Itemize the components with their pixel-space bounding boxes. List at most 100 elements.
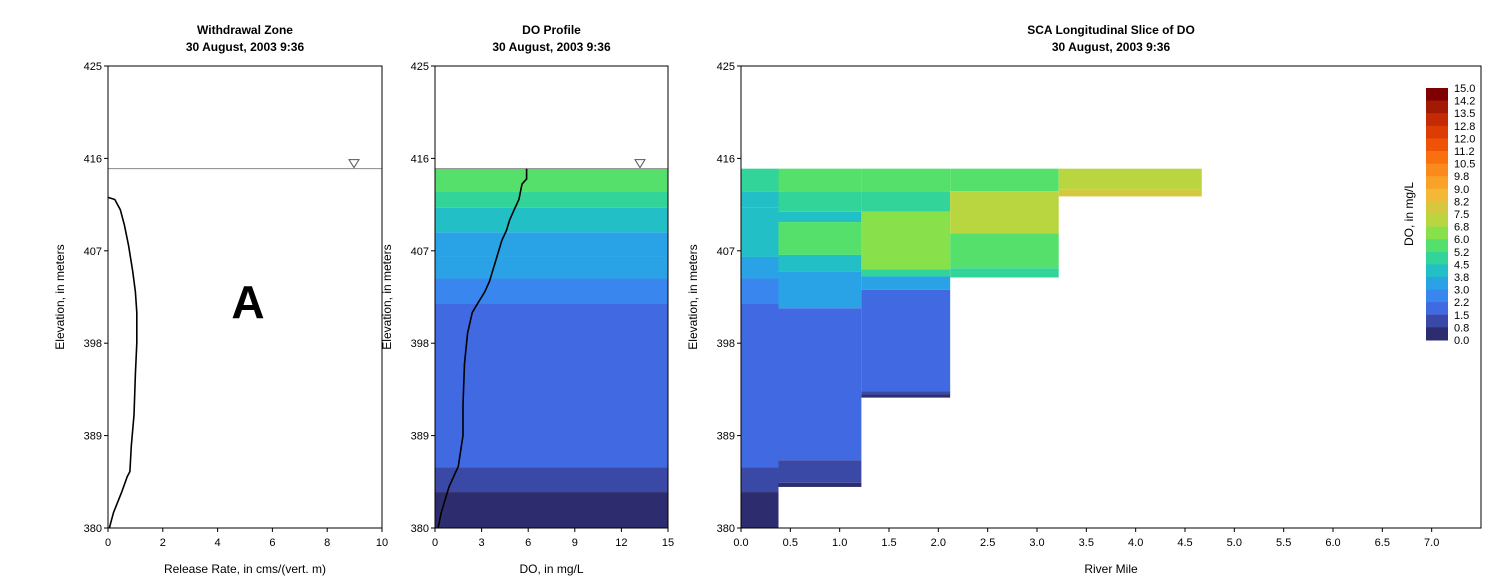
panel1-xlabel: Release Rate, in cms/(vert. m) (164, 562, 326, 576)
panel2-ytick-label: 407 (411, 246, 429, 258)
do-band (435, 232, 668, 257)
heatmap-cell (861, 168, 951, 192)
heatmap-cell (741, 303, 779, 468)
do-band (435, 168, 668, 192)
heatmap-cell (950, 268, 1059, 278)
panel1-ytick-label: 407 (84, 246, 102, 258)
heatmap-cell (861, 211, 951, 270)
do-band (435, 303, 668, 468)
panel3-xlabel: River Mile (1084, 562, 1138, 576)
panel3-xtick-label: 1.5 (881, 537, 896, 549)
heatmap-cell (861, 394, 951, 398)
heatmap-cell (741, 278, 779, 304)
panel3-xtick-label: 1.0 (832, 537, 847, 549)
heatmap-cell (1058, 189, 1202, 197)
panel3-xtick-label: 6.5 (1375, 537, 1390, 549)
panel2-title-line1: DO Profile (522, 23, 581, 37)
panel3-xtick-label: 4.0 (1128, 537, 1143, 549)
heatmap-cell (778, 482, 862, 487)
heatmap-cell (778, 308, 862, 461)
panel3-ytick-label: 425 (717, 61, 735, 73)
panel2-ytick-label: 398 (411, 338, 429, 350)
panel2-xtick-label: 6 (525, 537, 531, 549)
panel2-xtick-label: 0 (432, 537, 438, 549)
panel2-xtick-label: 3 (479, 537, 485, 549)
panel2-ytick-label: 425 (411, 61, 429, 73)
heatmap-cell (1058, 168, 1202, 190)
panel3-xtick-label: 5.0 (1227, 537, 1242, 549)
panel3-xtick-label: 6.0 (1325, 537, 1340, 549)
heatmap-cell (861, 191, 951, 212)
panel3-ytick-label: 380 (717, 523, 735, 535)
panel1-title-line2: 30 August, 2003 9:36 (185, 40, 305, 54)
heatmap-cell (950, 191, 1059, 234)
heatmap-cell (741, 207, 779, 257)
colorbar-tick-label: 12.8 (1454, 121, 1475, 133)
colorbar-tick-label: 6.0 (1454, 234, 1469, 246)
panel1-title-line1: Withdrawal Zone (197, 23, 293, 37)
panel2-xtick-label: 12 (615, 537, 627, 549)
panel1-xtick-label: 2 (160, 537, 166, 549)
panel3-xtick-label: 3.5 (1079, 537, 1094, 549)
panel3-xtick-label: 2.5 (980, 537, 995, 549)
do-profile-line (437, 168, 528, 529)
colorbar-tick-label: 9.0 (1454, 184, 1469, 196)
panel3-xtick-label: 0.0 (733, 537, 748, 549)
water-surface-triangle-icon (348, 159, 360, 169)
panel3-ytick-label: 416 (717, 153, 735, 165)
colorbar-swatch (1426, 314, 1448, 328)
colorbar-tick-label: 6.8 (1454, 222, 1469, 234)
colorbar-tick-label: 9.8 (1454, 171, 1469, 183)
heatmap-cell (861, 391, 951, 395)
heatmap-cell (950, 233, 1059, 269)
panel3-xtick-label: 5.5 (1276, 537, 1291, 549)
panel3-xtick-label: 4.5 (1177, 537, 1192, 549)
panel1-ylabel: Elevation, in meters (53, 244, 67, 349)
heatmap-cell (778, 271, 862, 309)
colorbar-swatch (1426, 113, 1448, 127)
colorbar-swatch (1426, 226, 1448, 240)
panel1-ytick-label: 380 (84, 523, 102, 535)
heatmap-cell (861, 289, 951, 392)
colorbar-tick-label: 15.0 (1454, 83, 1475, 95)
panel3-xtick-label: 2.0 (931, 537, 946, 549)
colorbar-tick-label: 11.2 (1454, 146, 1475, 158)
colorbar-label: DO, in mg/L (1402, 182, 1416, 246)
colorbar-tick-label: 5.2 (1454, 247, 1469, 259)
heatmap-cell (741, 492, 779, 528)
panel2-ytick-label: 416 (411, 153, 429, 165)
panel2-ytick-label: 380 (411, 523, 429, 535)
colorbar-swatch (1426, 138, 1448, 152)
colorbar-tick-label: 1.5 (1454, 310, 1469, 322)
panel2-xtick-label: 9 (572, 537, 578, 549)
panel1-title: Withdrawal Zone 30 August, 2003 9:36 (108, 22, 382, 56)
panel2-frame (434, 65, 669, 529)
panel1-xtick-label: 6 (269, 537, 275, 549)
heatmap-cell (861, 269, 951, 277)
panel1-xtick-label: 0 (105, 537, 111, 549)
colorbar-swatch (1426, 289, 1448, 303)
panel2-xlabel: DO, in mg/L (519, 562, 583, 576)
colorbar-swatch (1426, 188, 1448, 202)
panel1-ytick-label: 398 (84, 338, 102, 350)
colorbar-swatch (1426, 264, 1448, 278)
heatmap-cell (778, 254, 862, 272)
colorbar-swatch (1426, 277, 1448, 291)
colorbar-tick-label: 7.5 (1454, 209, 1469, 221)
panel3-ytick-label: 398 (717, 338, 735, 350)
colorbar-swatch (1426, 88, 1448, 102)
do-band (435, 492, 668, 528)
colorbar-swatch (1426, 327, 1448, 341)
panel1-xtick-label: 8 (324, 537, 330, 549)
colorbar-tick-label: 4.5 (1454, 259, 1469, 271)
heatmap-cell (741, 256, 779, 279)
colorbar-tick-label: 2.2 (1454, 297, 1469, 309)
panel1-xtick-label: 10 (376, 537, 388, 549)
panel3-xtick-label: 7.0 (1424, 537, 1439, 549)
heatmap-cell (741, 168, 779, 192)
heatmap-cell (950, 168, 1059, 192)
panel1-frame (107, 65, 383, 529)
colorbar-swatch (1426, 214, 1448, 228)
colorbar-tick-label: 14.2 (1454, 96, 1475, 108)
panel3-xtick-label: 3.0 (1029, 537, 1044, 549)
